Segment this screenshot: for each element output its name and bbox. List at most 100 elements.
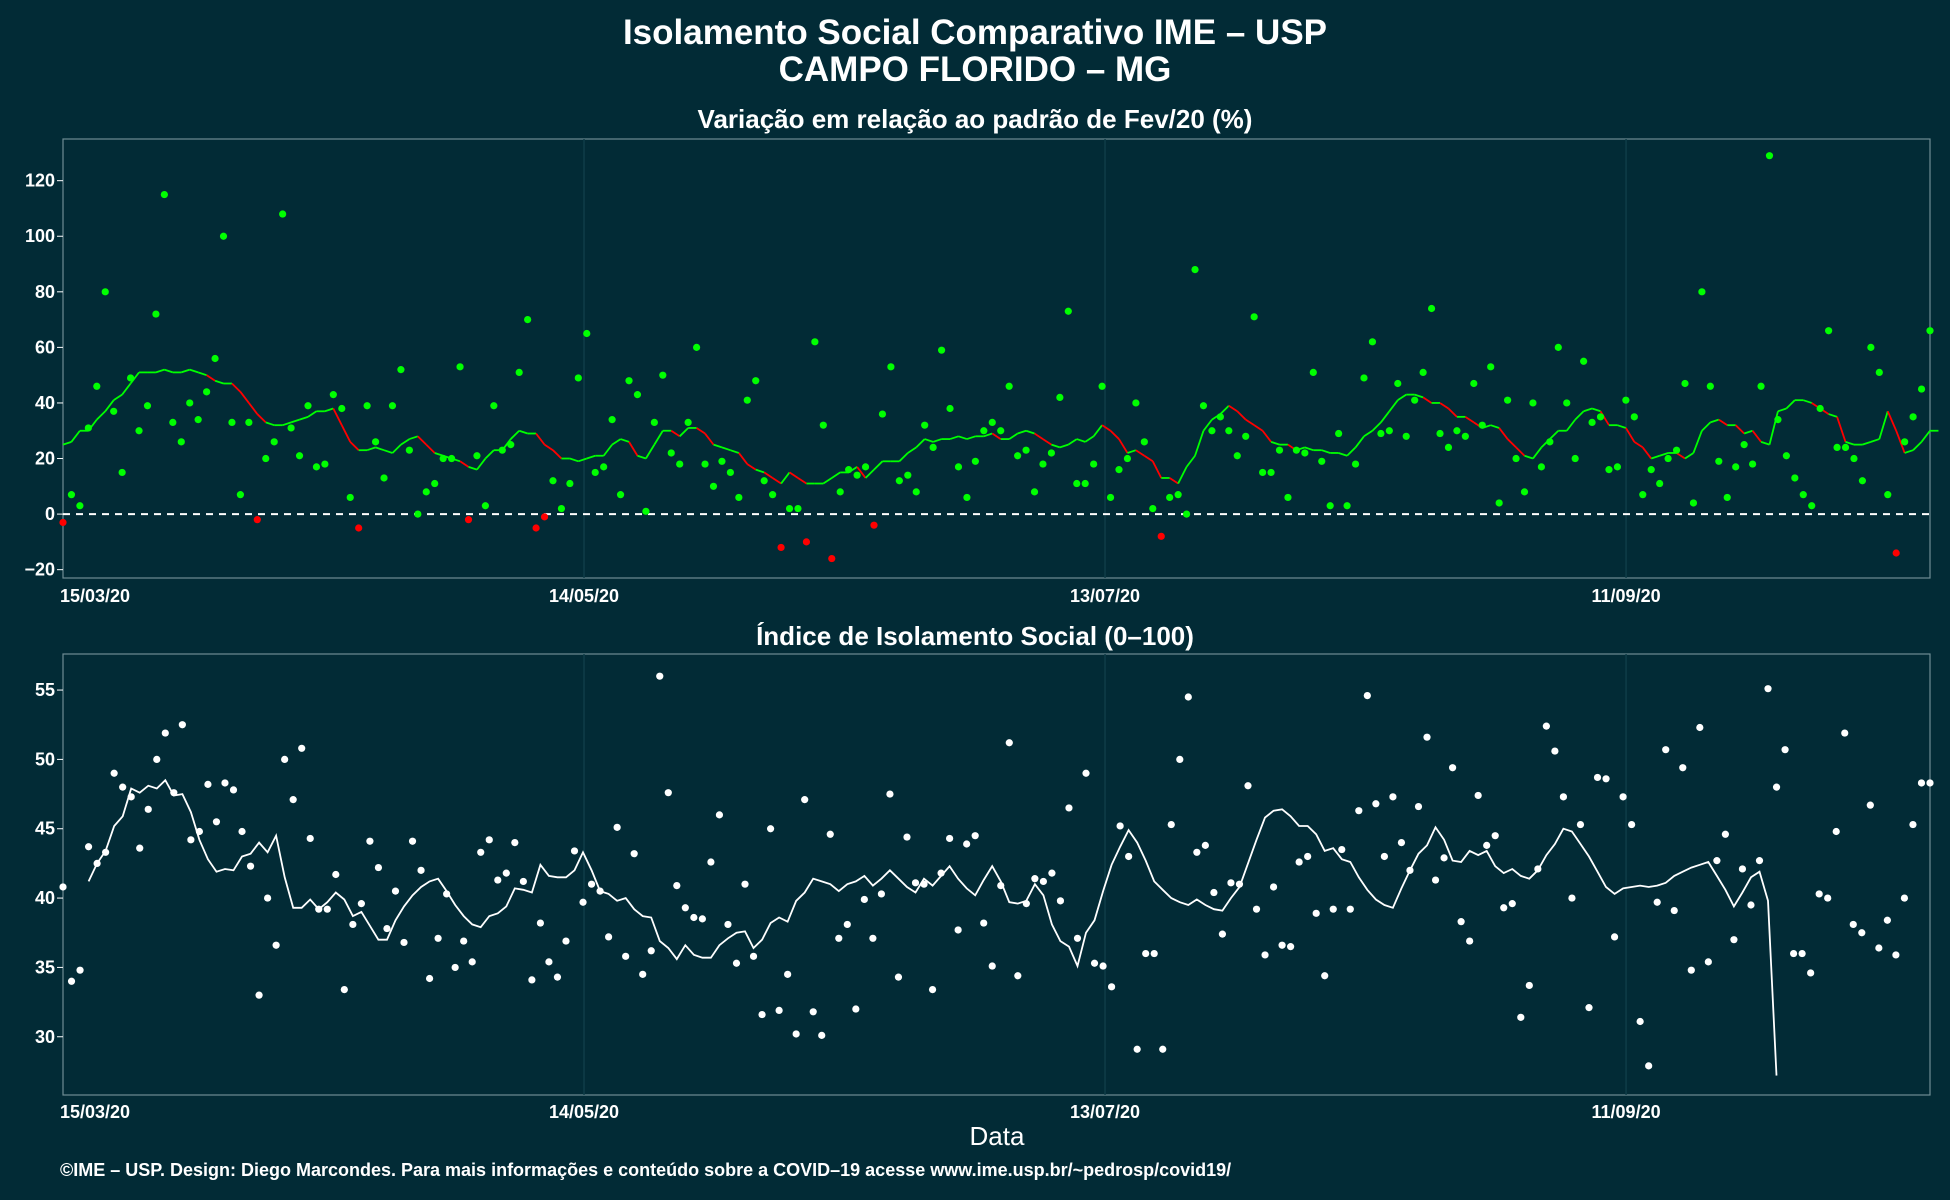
data-point xyxy=(1628,820,1636,829)
data-point xyxy=(1116,822,1124,830)
data-point xyxy=(673,881,681,890)
moving-average-segment xyxy=(189,368,199,374)
panel2-plot: 15/03/20 14/05/20 13/07/20 11/09/20 30 35 40 45… xyxy=(35,653,1934,1122)
moving-average-segment xyxy=(197,371,207,377)
moving-average-segment xyxy=(375,446,385,452)
y-tick-label: −20 xyxy=(24,560,55,580)
moving-average-segment xyxy=(1151,460,1163,479)
data-point xyxy=(306,834,314,843)
moving-average-segment xyxy=(1692,430,1703,454)
data-point xyxy=(1554,343,1562,351)
data-point xyxy=(1047,449,1056,457)
moving-average-segment xyxy=(1008,432,1019,440)
data-point xyxy=(245,418,253,427)
data-point xyxy=(1825,327,1833,335)
data-point xyxy=(852,1005,860,1013)
moving-average-segment xyxy=(713,443,723,449)
data-point xyxy=(954,926,962,934)
moving-average-segment xyxy=(1684,452,1694,460)
moving-average-segment xyxy=(214,379,224,385)
data-point xyxy=(212,818,221,826)
data-point xyxy=(1470,379,1478,388)
data-point xyxy=(878,410,887,418)
data-point xyxy=(490,402,498,410)
moving-average-segment xyxy=(1777,407,1787,413)
data-point xyxy=(853,471,861,479)
data-point xyxy=(836,488,844,496)
data-point xyxy=(784,970,792,978)
y-tick-label: 0 xyxy=(45,504,55,524)
y-tick-label: 45 xyxy=(35,819,55,839)
data-point xyxy=(1520,488,1529,496)
moving-average-segment xyxy=(425,443,436,454)
data-point xyxy=(1106,493,1115,502)
moving-average-segment xyxy=(949,435,959,440)
data-point xyxy=(826,830,834,838)
data-point xyxy=(1698,288,1706,296)
data-point xyxy=(605,933,613,941)
data-point xyxy=(93,859,101,868)
data-point xyxy=(1377,429,1385,438)
data-point xyxy=(1402,432,1410,440)
data-point xyxy=(1892,951,1900,959)
data-point xyxy=(613,823,621,831)
data-point xyxy=(363,402,371,410)
moving-average-segment xyxy=(1219,405,1230,415)
data-point xyxy=(1824,894,1832,902)
moving-average-segment xyxy=(1490,424,1500,429)
moving-average-segment xyxy=(282,421,292,427)
data-point xyxy=(67,491,76,499)
panel1-plot: 15/03/20 14/05/20 13/07/20 11/09/20 −20 0 20 40… xyxy=(24,138,1939,606)
moving-average-segment xyxy=(256,413,267,424)
moving-average-segment xyxy=(1371,421,1382,432)
data-point xyxy=(1713,857,1721,865)
plot-frame xyxy=(62,653,1931,1096)
data-point xyxy=(1444,443,1453,452)
moving-average-segment xyxy=(1785,399,1796,410)
data-point xyxy=(1534,865,1542,873)
moving-average-segment xyxy=(400,438,410,446)
data-point xyxy=(1346,905,1354,913)
data-point xyxy=(1816,404,1824,413)
moving-average-segment xyxy=(324,407,334,413)
moving-average-segment xyxy=(121,382,132,396)
data-point xyxy=(1123,454,1132,463)
data-point xyxy=(809,1008,817,1016)
data-point xyxy=(1031,875,1039,883)
data-point xyxy=(1142,949,1150,958)
data-point xyxy=(1602,775,1610,783)
data-point xyxy=(1278,941,1286,949)
data-point xyxy=(622,952,630,960)
moving-average-segment xyxy=(1051,443,1061,449)
moving-average-segment xyxy=(1549,430,1559,440)
data-point xyxy=(690,913,698,922)
data-point xyxy=(451,963,459,972)
data-point xyxy=(102,848,110,856)
moving-average-segment xyxy=(290,418,300,424)
data-point xyxy=(997,881,1005,890)
moving-average-segment xyxy=(1735,424,1745,435)
data-point xyxy=(315,905,323,913)
data-point xyxy=(1715,457,1723,465)
data-point xyxy=(664,789,672,797)
data-point xyxy=(1448,764,1457,772)
moving-average-segment xyxy=(510,430,520,440)
data-point xyxy=(1850,454,1858,463)
moving-average-segment xyxy=(1338,452,1348,457)
moving-average-segment xyxy=(1363,429,1373,438)
data-point xyxy=(338,404,346,413)
moving-average-segment xyxy=(1101,424,1112,432)
moving-average-segment xyxy=(569,457,579,463)
data-point xyxy=(587,880,596,888)
data-point xyxy=(1588,418,1596,427)
data-point xyxy=(1090,959,1099,967)
data-point xyxy=(1372,800,1380,808)
moving-average-segment xyxy=(1583,407,1593,413)
data-point xyxy=(659,371,667,379)
footer-credit: ©IME – USP. Design: Diego Marcondes. Par… xyxy=(60,1160,1231,1180)
data-point xyxy=(1884,491,1892,499)
moving-average-segment xyxy=(746,463,757,471)
data-point xyxy=(769,491,777,499)
data-point xyxy=(434,934,442,942)
moving-average-segment xyxy=(602,444,613,457)
